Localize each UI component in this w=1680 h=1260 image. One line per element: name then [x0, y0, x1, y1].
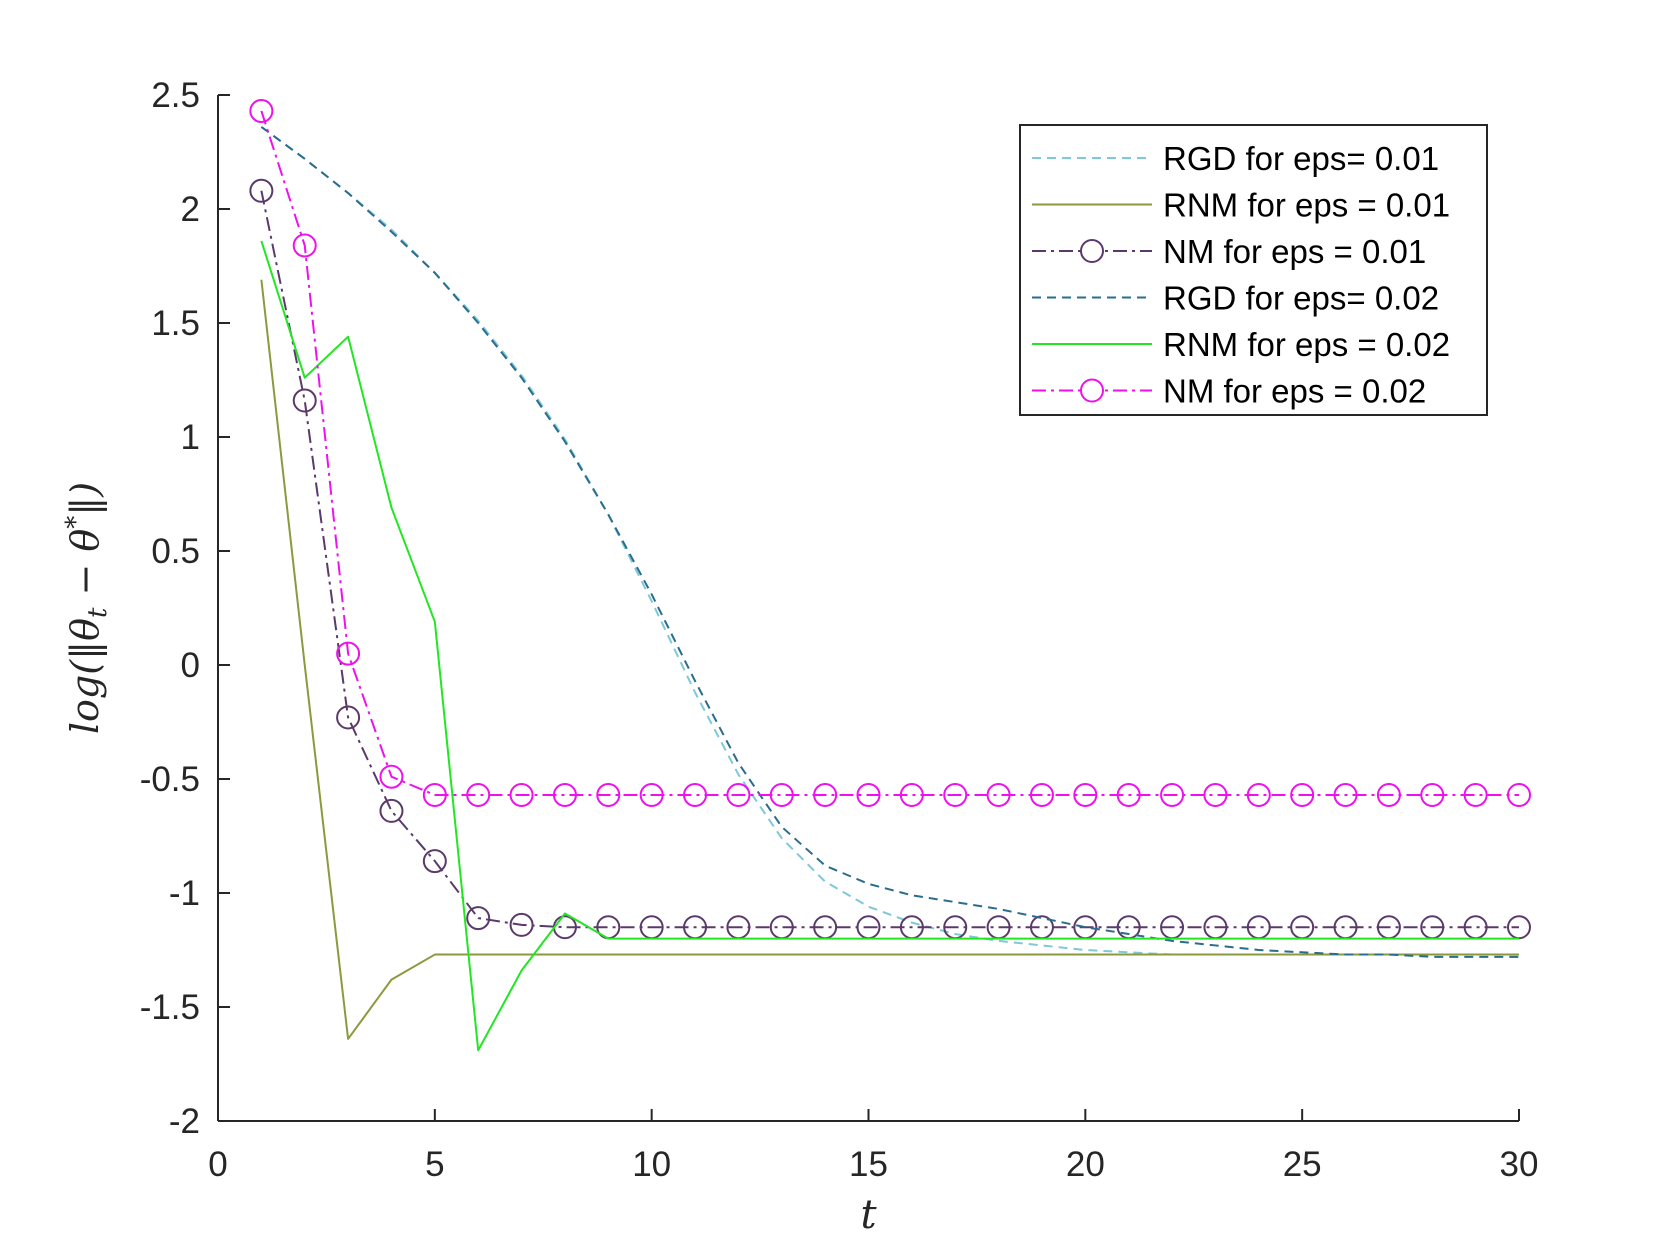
legend-label: RNM for eps = 0.01: [1163, 187, 1450, 224]
series-4: [260, 126, 1519, 958]
y-tick-label: 0.5: [151, 532, 200, 571]
y-tick-label: -2: [169, 1102, 200, 1141]
data-point-marker: [552, 782, 577, 807]
data-point-marker: [336, 641, 361, 666]
data-point-marker: [726, 782, 751, 807]
legend-item: NM for eps = 0.02: [1032, 373, 1426, 410]
data-point-marker: [639, 782, 664, 807]
y-tick-label: 1.5: [151, 304, 200, 343]
data-point-marker: [683, 782, 708, 807]
legend-label: RGD for eps= 0.01: [1163, 140, 1439, 177]
data-point-marker: [379, 798, 404, 823]
legend-item: RGD for eps= 0.01: [1032, 140, 1439, 177]
series-line: [260, 279, 1519, 1040]
data-point-marker: [379, 764, 404, 789]
data-point-marker: [899, 782, 924, 807]
y-tick-label: 2.5: [151, 76, 200, 115]
data-point-marker: [292, 233, 317, 258]
x-tick-label: 10: [632, 1145, 671, 1184]
y-tick-label: 0: [181, 646, 200, 685]
data-point-marker: [336, 705, 361, 730]
legend-label: RNM for eps = 0.02: [1163, 326, 1450, 363]
data-point-marker: [509, 912, 534, 937]
data-point-marker: [466, 906, 491, 931]
series-5: [260, 240, 1519, 1052]
legend-item: RNM for eps = 0.01: [1032, 187, 1450, 224]
series-1: [260, 126, 1519, 956]
data-point-marker: [1116, 782, 1141, 807]
y-tick-label: -0.5: [140, 760, 200, 799]
plot-area: [249, 98, 1531, 1052]
x-axis-label: t: [860, 1192, 877, 1238]
legend-item: RGD for eps= 0.02: [1032, 280, 1439, 317]
tick-labels: 0 5 10 15 20 25 30 2.5 2 1.5 1 0.5 0 -0.5 -1 -1.5 -2: [140, 76, 1539, 1184]
series-2: [260, 279, 1519, 1040]
legend: RGD for eps= 0.01 RNM for eps = 0.01 NM fo…: [1019, 124, 1488, 416]
data-point-marker: [856, 782, 881, 807]
data-point-marker: [1420, 782, 1445, 807]
y-axis-label: log(‖θt − θ*‖): [61, 482, 113, 734]
series-line: [260, 126, 1519, 956]
data-point-marker: [986, 782, 1011, 807]
data-point-marker: [292, 388, 317, 413]
data-point-marker: [813, 782, 838, 807]
data-point-marker: [1290, 782, 1315, 807]
data-point-marker: [1160, 782, 1185, 807]
legend-label: NM for eps = 0.02: [1163, 373, 1426, 410]
data-point-marker: [1463, 782, 1488, 807]
data-point-marker: [249, 178, 274, 203]
legend-label: RGD for eps= 0.02: [1163, 280, 1439, 317]
y-tick-label: 2: [181, 190, 200, 229]
legend-marker-sample: [1080, 378, 1104, 403]
x-tick-label: 5: [425, 1145, 444, 1184]
axes: [217, 94, 1520, 1122]
data-point-marker: [769, 782, 794, 807]
series-line: [260, 126, 1519, 958]
data-point-marker: [943, 782, 968, 807]
x-tick-label: 30: [1500, 1145, 1539, 1184]
legend-box: [1019, 124, 1488, 416]
data-point-marker: [422, 849, 447, 874]
x-tick-label: 25: [1283, 1145, 1322, 1184]
legend-item: RNM for eps = 0.02: [1032, 326, 1450, 363]
data-point-marker: [1073, 782, 1098, 807]
data-point-marker: [466, 782, 491, 807]
x-tick-label: 20: [1066, 1145, 1105, 1184]
data-point-marker: [1029, 782, 1054, 807]
data-point-marker: [422, 782, 447, 807]
data-point-marker: [249, 98, 274, 123]
data-point-marker: [1376, 782, 1401, 807]
series-line: [260, 110, 1519, 796]
x-tick-label: 0: [208, 1145, 227, 1184]
data-point-marker: [1203, 782, 1228, 807]
y-tick-label: -1.5: [140, 988, 200, 1027]
series-3: [249, 178, 1531, 940]
y-tick-label: 1: [181, 418, 200, 457]
legend-item: NM for eps = 0.01: [1032, 233, 1426, 270]
data-point-marker: [1246, 782, 1271, 807]
data-point-marker: [1333, 782, 1358, 807]
legend-marker-sample: [1080, 239, 1104, 263]
legend-label: NM for eps = 0.01: [1163, 233, 1426, 270]
data-point-marker: [596, 782, 621, 807]
series-6: [249, 98, 1531, 807]
y-tick-label: -1: [169, 874, 200, 913]
series-line: [260, 240, 1519, 1052]
data-point-marker: [1507, 782, 1531, 807]
data-point-marker: [509, 782, 534, 807]
x-tick-label: 15: [849, 1145, 888, 1184]
